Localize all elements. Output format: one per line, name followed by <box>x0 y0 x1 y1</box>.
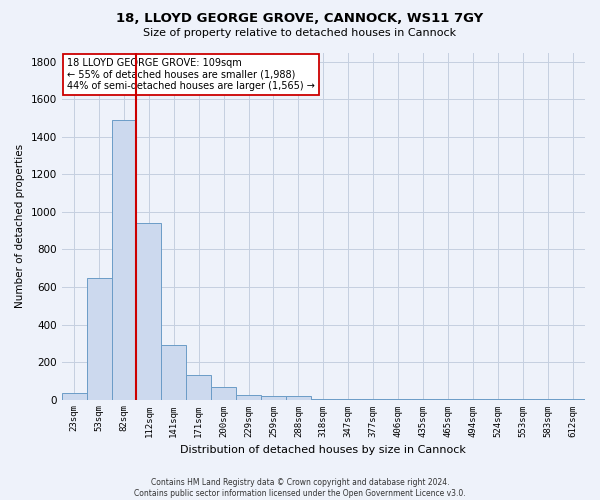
Bar <box>560 398 585 400</box>
Bar <box>62 393 86 400</box>
Bar <box>211 388 236 400</box>
Bar <box>386 398 410 400</box>
Text: 18, LLOYD GEORGE GROVE, CANNOCK, WS11 7GY: 18, LLOYD GEORGE GROVE, CANNOCK, WS11 7G… <box>116 12 484 26</box>
Bar <box>286 396 311 400</box>
Bar <box>86 278 112 400</box>
Bar <box>336 398 361 400</box>
Bar <box>186 375 211 400</box>
Bar <box>410 398 436 400</box>
Y-axis label: Number of detached properties: Number of detached properties <box>15 144 25 308</box>
Bar <box>436 398 460 400</box>
Bar <box>460 398 485 400</box>
Text: Contains HM Land Registry data © Crown copyright and database right 2024.
Contai: Contains HM Land Registry data © Crown c… <box>134 478 466 498</box>
Bar <box>510 398 535 400</box>
Bar <box>485 398 510 400</box>
Bar <box>535 398 560 400</box>
Bar <box>361 398 386 400</box>
X-axis label: Distribution of detached houses by size in Cannock: Distribution of detached houses by size … <box>181 445 466 455</box>
Text: Size of property relative to detached houses in Cannock: Size of property relative to detached ho… <box>143 28 457 38</box>
Bar <box>236 395 261 400</box>
Bar <box>161 345 186 400</box>
Bar <box>112 120 136 400</box>
Bar <box>261 396 286 400</box>
Bar <box>136 223 161 400</box>
Text: 18 LLOYD GEORGE GROVE: 109sqm
← 55% of detached houses are smaller (1,988)
44% o: 18 LLOYD GEORGE GROVE: 109sqm ← 55% of d… <box>67 58 315 91</box>
Bar <box>311 398 336 400</box>
